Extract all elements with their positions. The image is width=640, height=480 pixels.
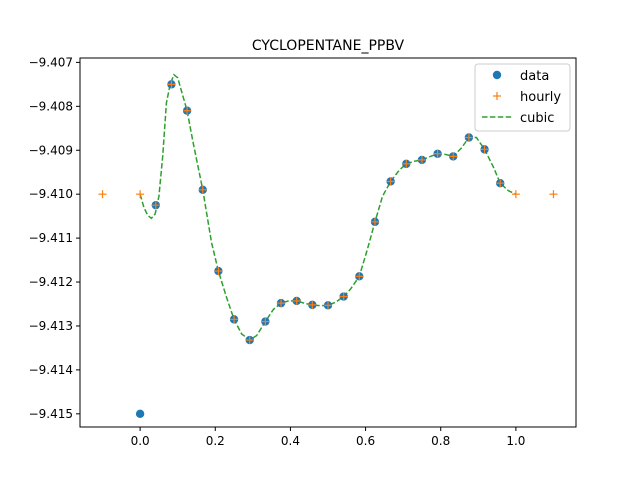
data-point-hourly [480,145,489,154]
data-point-hourly [230,315,239,324]
data-point-hourly [136,190,145,199]
y-tick-label: −9.407 [29,55,73,69]
legend-label: cubic [520,111,554,126]
legend-marker-plus [493,92,501,100]
data-point-hourly [339,292,348,301]
data-point-hourly [214,267,223,276]
data-point-hourly [277,299,286,308]
y-tick-label: −9.412 [29,275,73,289]
y-tick-label: −9.410 [29,187,73,201]
series-line-cubic [139,73,517,341]
legend-label: hourly [520,90,561,105]
y-tick-label: −9.409 [29,143,73,157]
legend-item-hourly: hourly [493,90,561,105]
series-layer [98,73,558,419]
data-point-hourly [417,155,426,164]
x-tick-label: 0.2 [206,434,225,448]
x-tick-label: 0.4 [281,434,300,448]
legend-marker-circle [492,70,502,80]
data-point-hourly [496,179,505,188]
y-tick-label: −9.415 [29,407,73,421]
data-point-hourly [549,190,558,199]
data-point-hourly [511,190,520,199]
y-tick-label: −9.414 [29,363,73,377]
y-tick-label: −9.408 [29,99,73,113]
legend-item-data: data [492,69,549,84]
data-point-hourly [370,217,379,226]
chart-title: CYCLOPENTANE_PPBV [252,38,405,54]
data-point-hourly [308,300,317,309]
data-point-hourly [324,301,332,310]
legend-item-cubic: cubic [482,111,554,126]
legend: data hourly cubic [474,63,571,132]
data-point-hourly [355,272,364,281]
data-point-hourly [402,159,411,168]
x-tick-label: 0.6 [356,434,375,448]
data-point-hourly [245,336,254,345]
data-point-hourly [98,190,107,199]
data-point-hourly [433,149,442,158]
data-point-hourly [151,201,160,210]
x-tick-label: 0.8 [431,434,450,448]
legend-box [474,63,571,132]
x-tick-label: 0.0 [131,434,150,448]
y-tick-label: −9.411 [29,231,73,245]
x-tick-label: 1.0 [506,434,525,448]
data-point-hourly [167,80,176,89]
data-point-hourly [464,133,473,142]
data-point-hourly [183,106,192,115]
x-axis: 0.0 0.2 0.4 0.6 0.8 1.0 [131,427,525,448]
data-point-hourly [261,317,270,326]
y-tick-label: −9.413 [29,319,73,333]
y-axis: −9.407 −9.408 −9.409 −9.410 −9.411 −9.412 −9.4… [29,55,80,421]
data-point-data [135,409,145,419]
data-point-hourly [386,177,395,186]
data-point-hourly [449,152,458,161]
legend-label: data [520,69,549,84]
data-point-hourly [292,296,301,305]
data-point-hourly [198,185,207,194]
